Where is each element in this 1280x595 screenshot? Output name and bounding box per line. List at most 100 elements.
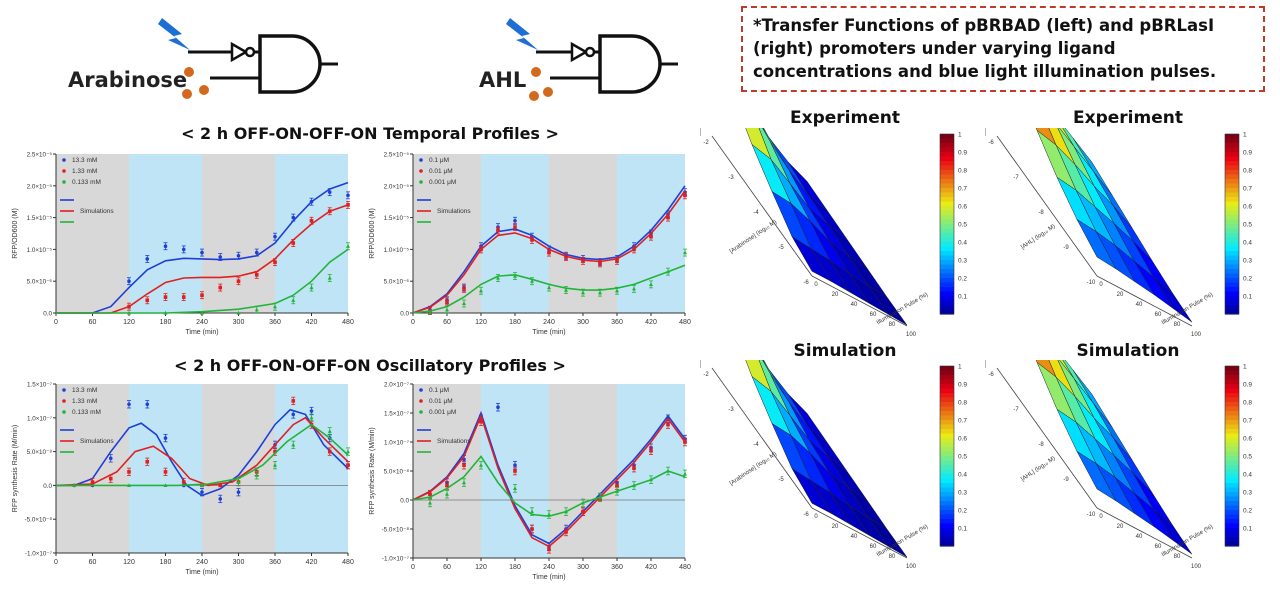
data-point — [218, 255, 223, 259]
data-point — [163, 483, 168, 487]
data-point — [346, 449, 350, 454]
colorbar-segment — [940, 210, 954, 216]
colorbar-segment — [940, 505, 954, 511]
colorbar-segment — [1225, 375, 1239, 381]
colorbar-segment — [1225, 388, 1239, 394]
colorbar-segment — [940, 156, 954, 162]
colorbar-segment — [1225, 192, 1239, 198]
data-point — [513, 469, 517, 473]
y-tick-label: 60 — [1155, 544, 1162, 550]
colorbar-segment — [1225, 465, 1239, 471]
colorbar-tick-label: 0.7 — [958, 186, 967, 193]
data-point — [163, 310, 168, 315]
surface-facet — [1076, 218, 1117, 270]
colorbar-segment — [1225, 384, 1239, 390]
data-point — [127, 483, 131, 487]
data-point — [479, 247, 483, 252]
y-tick-label: 40 — [851, 302, 858, 308]
data-point — [273, 304, 277, 309]
colorbar-tick-label: 0.1 — [1243, 294, 1252, 301]
data-point — [291, 298, 296, 302]
data-point — [683, 193, 687, 198]
y-tick-label: 60 — [870, 312, 877, 318]
data-point — [127, 470, 131, 474]
y-axis-label: RFP/OD600 (M) — [12, 208, 19, 259]
data-point — [254, 273, 259, 277]
x-tick-label: -6 — [803, 512, 809, 518]
colorbar-segment — [940, 366, 954, 372]
colorbar-segment — [940, 206, 954, 212]
x-tick-label: 180 — [160, 319, 172, 326]
legend-sim-label: Simulations — [80, 438, 114, 445]
colorbar-tick-label: 0.2 — [1243, 276, 1252, 283]
data-point — [649, 234, 653, 239]
data-point — [291, 399, 296, 403]
y-tick-label: 2.0×10⁻⁷ — [384, 382, 410, 389]
x-tick-label: 420 — [645, 564, 657, 571]
x-tick-label: -6 — [803, 280, 809, 286]
data-point — [479, 419, 483, 424]
colorbar-segment — [940, 287, 954, 293]
colorbar-tick-label: 0.5 — [1243, 222, 1252, 229]
colorbar-segment — [1225, 156, 1239, 162]
legend-label: 13.3 mM — [72, 157, 97, 164]
colorbar-segment — [940, 282, 954, 288]
colorbar-segment — [940, 305, 954, 311]
y-tick-label: 20 — [832, 292, 839, 298]
colorbar-segment — [940, 429, 954, 435]
colorbar-segment — [1225, 456, 1239, 462]
x-tick-label: 300 — [233, 319, 245, 326]
y-tick-label: 80 — [889, 554, 896, 560]
colorbar-segment — [940, 433, 954, 439]
data-point — [218, 497, 223, 501]
data-point — [145, 298, 150, 303]
colorbar-segment — [1225, 447, 1239, 453]
data-point — [632, 286, 636, 291]
x-tick-label: 480 — [679, 564, 691, 571]
data-point — [632, 466, 636, 470]
data-point — [462, 287, 466, 291]
y-tick-label: 40 — [851, 534, 858, 540]
y-tick-label: 80 — [1174, 554, 1181, 560]
x-tick-label: 300 — [577, 319, 589, 326]
data-point — [163, 244, 168, 249]
data-point — [581, 509, 585, 514]
colorbar-segment — [940, 170, 954, 176]
colorbar-segment — [1225, 228, 1239, 234]
band-on — [617, 384, 685, 558]
y-axis — [1096, 507, 1193, 559]
legend-marker — [419, 180, 423, 184]
colorbar-tick-label: 1 — [1243, 132, 1247, 139]
data-point — [445, 307, 449, 312]
data-point — [200, 490, 204, 494]
surface-sim-arabinose: 00.20.40.60.81Normalized RFP/OD-2-3-4-5-… — [680, 271, 985, 575]
data-point — [683, 471, 687, 476]
colorbar-segment — [1225, 528, 1239, 534]
data-point — [547, 547, 551, 552]
x-tick-label: -7 — [1013, 407, 1019, 413]
data-point — [309, 415, 314, 420]
x-tick-label: 240 — [196, 319, 208, 326]
colorbar-segment — [940, 197, 954, 203]
data-point — [145, 459, 150, 464]
x-tick-label: -7 — [1013, 175, 1019, 181]
x-tick-label: 240 — [543, 564, 555, 571]
colorbar-segment — [940, 532, 954, 538]
x-tick-label: 420 — [306, 319, 318, 326]
colorbar-segment — [1225, 152, 1239, 158]
colorbar-segment — [1225, 415, 1239, 421]
data-point — [428, 310, 432, 315]
data-point — [273, 260, 277, 264]
colorbar-segment — [940, 510, 954, 516]
colorbar-segment — [940, 237, 954, 243]
colorbar-segment — [1225, 174, 1239, 180]
colorbar-segment — [940, 438, 954, 444]
colorbar-tick-label: 1 — [958, 132, 962, 139]
gate-ahl — [500, 12, 760, 107]
colorbar-tick-label: 0.9 — [1243, 150, 1252, 157]
data-point — [428, 492, 432, 496]
colorbar-segment — [940, 415, 954, 421]
y-tick-label: 2.5×10⁻⁵ — [384, 152, 410, 159]
legend-sim-label: Simulations — [437, 438, 471, 445]
data-point — [291, 215, 296, 220]
